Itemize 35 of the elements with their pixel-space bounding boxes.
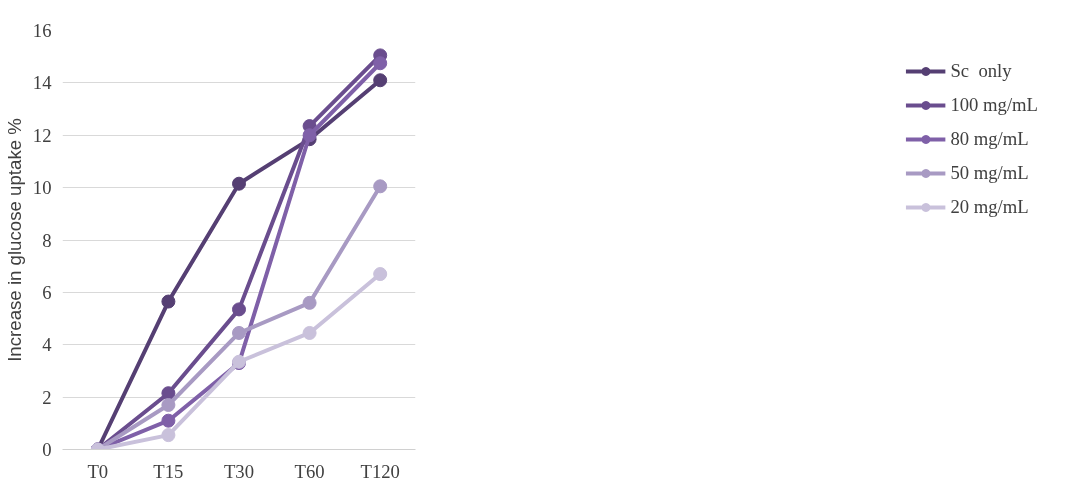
point	[302, 325, 317, 340]
y-tick-label: 0	[42, 439, 52, 460]
point	[373, 56, 388, 71]
x-tick-label: T120	[360, 460, 400, 482]
point	[373, 179, 388, 194]
point	[232, 176, 246, 191]
y-axis-title: Increase in glucose uptake %	[3, 118, 25, 362]
point	[232, 325, 246, 340]
point	[161, 397, 176, 412]
y-tick-label: 14	[32, 72, 53, 94]
point	[302, 295, 317, 310]
y-tick-label: 8	[42, 229, 52, 251]
y-tick-label: 10	[32, 177, 52, 199]
y-tick-label: 12	[32, 124, 52, 146]
point	[373, 73, 388, 88]
y-tick-label: 6	[42, 281, 52, 303]
y-tick-label: 4	[42, 334, 53, 356]
x-tick-label: T60	[294, 460, 325, 482]
legend-label: 20 mg/mL	[950, 196, 1029, 218]
x-tick-label: T30	[223, 460, 255, 482]
legend-label: Sc only	[950, 60, 1012, 82]
y-tick-label: 16	[32, 20, 52, 41]
legend-label: 50 mg/mL	[950, 162, 1029, 184]
x-tick-label: T0	[87, 460, 109, 482]
legend-label: 100 mg/mL	[950, 94, 1038, 116]
point	[161, 294, 176, 309]
point	[161, 413, 176, 428]
point	[373, 267, 388, 282]
point	[232, 302, 246, 317]
y-tick-label: 2	[42, 386, 52, 408]
point	[302, 128, 317, 143]
point	[161, 428, 176, 443]
legend-label: 80 mg/mL	[950, 128, 1029, 150]
point	[161, 386, 176, 401]
x-tick-label: T15	[153, 460, 184, 482]
